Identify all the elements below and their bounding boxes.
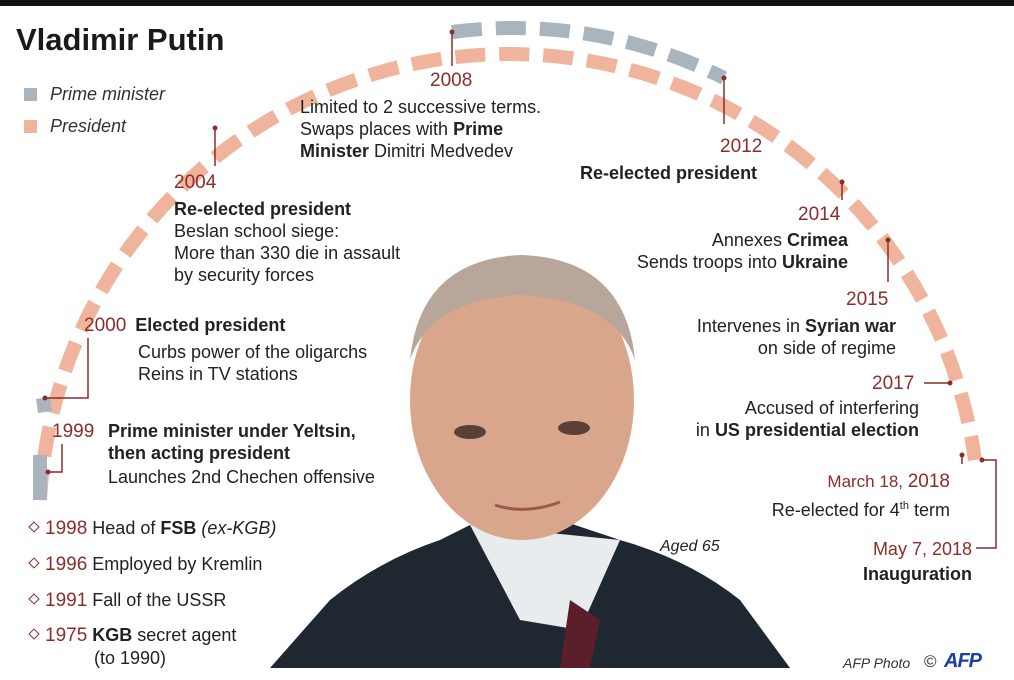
event-2014-year: 2014 bbox=[798, 204, 841, 225]
event-2008-line2a: Swaps places with bbox=[300, 119, 454, 139]
event-2017-year: 2017 bbox=[872, 373, 915, 394]
event-2012-year: 2012 bbox=[720, 136, 763, 157]
event-2015-line2: on side of regime bbox=[757, 338, 896, 358]
event-2015-text: Intervenes in Syrian war on side of regi… bbox=[697, 315, 896, 359]
event-2018-march-text: Re-elected for 4th term bbox=[772, 495, 950, 521]
event-2015-line1: Intervenes in Syrian war bbox=[697, 315, 896, 337]
event-2014-line1a: Annexes bbox=[711, 230, 787, 250]
event-2017-text: Accused of interfering in US presidentia… bbox=[696, 397, 919, 441]
early-item-1996: 1996 Employed by Kremlin bbox=[28, 553, 262, 576]
event-2018-march-line1end: term bbox=[908, 500, 950, 520]
event-2008-text: Limited to 2 successive terms. Swaps pla… bbox=[300, 96, 541, 162]
arc-pm-2000 bbox=[36, 397, 52, 413]
early-1998-text-c: (ex-KGB) bbox=[196, 518, 277, 538]
event-1999-line1: Prime minister under Yeltsin, bbox=[108, 421, 356, 441]
early-1975-text-a: secret agent bbox=[132, 625, 237, 645]
event-2008-line3a: Minister bbox=[300, 141, 370, 161]
early-1975-year: 1975 bbox=[45, 625, 88, 646]
event-2000-line1: Curbs power of the oligarchs bbox=[138, 342, 368, 362]
event-2008-line2b: Prime bbox=[453, 119, 504, 139]
event-2012-headline: Re-elected president bbox=[580, 163, 758, 183]
portrait-photo bbox=[270, 255, 790, 668]
copyright-symbol: © bbox=[924, 652, 937, 671]
event-2000-text: Curbs power of the oligarchs Reins in TV… bbox=[138, 341, 367, 385]
event-2000-heading: 2000 Elected president bbox=[84, 314, 285, 337]
event-2017-line2a: in bbox=[695, 420, 715, 440]
event-2000-line2: Reins in TV stations bbox=[138, 364, 298, 384]
legend-label-pm: Prime minister bbox=[50, 84, 166, 104]
legend-swatch-pm bbox=[24, 88, 37, 101]
event-2017-line2: in US presidential election bbox=[696, 419, 919, 441]
event-2004-text: Re-elected president Beslan school siege… bbox=[174, 198, 400, 286]
event-2000-year: 2000 bbox=[84, 315, 127, 336]
early-1996-text: Employed by Kremlin bbox=[92, 554, 263, 574]
diamond-icon bbox=[28, 628, 40, 640]
event-1999-line2: then acting president bbox=[108, 443, 291, 463]
event-2008-line3: Minister Dimitri Medvedev bbox=[300, 140, 541, 162]
event-2014-text: Annexes Crimea Sends troops into Ukraine bbox=[637, 229, 848, 273]
event-2008-line2: Swaps places with Prime bbox=[300, 118, 541, 140]
event-1999-line3: Launches 2nd Chechen offensive bbox=[108, 467, 375, 487]
event-2015-year: 2015 bbox=[846, 289, 889, 310]
early-1998-text-a: Head of bbox=[92, 518, 161, 538]
early-1998-text-b: FSB bbox=[160, 518, 197, 538]
diamond-icon bbox=[28, 521, 40, 533]
event-2017-line1: Accused of interfering bbox=[744, 398, 919, 418]
event-2018-march-prefix: March 18, bbox=[827, 472, 908, 491]
early-item-1998: 1998 Head of FSB (ex-KGB) bbox=[28, 517, 276, 540]
event-2014-line2b: Ukraine bbox=[781, 252, 848, 272]
event-2008-year: 2008 bbox=[430, 70, 473, 91]
connector-dots bbox=[42, 29, 985, 475]
early-1991-text: Fall of the USSR bbox=[92, 590, 227, 610]
event-2008-line1: Limited to 2 successive terms. bbox=[300, 97, 542, 117]
diamond-icon bbox=[28, 593, 40, 605]
afp-logo: AFP bbox=[944, 650, 982, 672]
legend-swatch-president bbox=[24, 120, 37, 133]
event-2015-line1a: Intervenes in bbox=[696, 316, 805, 336]
event-2014-line1b: Crimea bbox=[786, 230, 848, 250]
diamond-icon bbox=[28, 557, 40, 569]
event-2014-line2a: Sends troops into bbox=[636, 252, 782, 272]
event-2018-march: March 18, 2018 bbox=[827, 471, 950, 493]
age-label: Aged 65 bbox=[660, 538, 720, 555]
early-1975-text-b: KGB bbox=[92, 625, 133, 645]
early-1991-year: 1991 bbox=[45, 590, 88, 611]
event-2018-may-headline: Inauguration bbox=[863, 564, 972, 584]
event-2004-line1: Beslan school siege: bbox=[174, 221, 340, 241]
event-2018-march-sup: th bbox=[899, 500, 909, 512]
event-2004-line2: More than 330 die in assault bbox=[174, 243, 401, 263]
event-1999-year: 1999 bbox=[52, 421, 95, 442]
event-2018-march-line1: Re-elected for 4 bbox=[771, 500, 900, 520]
top-border bbox=[0, 0, 1014, 6]
event-2004-headline: Re-elected president bbox=[174, 199, 352, 219]
early-item-1991: 1991 Fall of the USSR bbox=[28, 589, 226, 612]
event-2018-may-date: May 7, 2018 bbox=[872, 539, 972, 559]
event-2014-line2: Sends troops into Ukraine bbox=[637, 251, 848, 273]
early-1975-line2: (to 1990) bbox=[94, 648, 167, 668]
arc-pm-2008 bbox=[451, 21, 728, 85]
page-title: Vladimir Putin bbox=[16, 22, 225, 57]
photo-credit: AFP Photo bbox=[843, 655, 911, 671]
early-1996-year: 1996 bbox=[45, 554, 88, 575]
event-2015-line1b: Syrian war bbox=[804, 316, 896, 336]
event-2018-march-year: 2018 bbox=[907, 471, 950, 492]
event-2004-line3: by security forces bbox=[174, 265, 315, 285]
early-1998-year: 1998 bbox=[45, 518, 88, 539]
early-item-1975: 1975 KGB secret agent (to 1990) bbox=[28, 624, 236, 669]
event-2017-line2b: US presidential election bbox=[714, 420, 919, 440]
event-2004-year: 2004 bbox=[174, 172, 217, 193]
arc-president bbox=[33, 47, 982, 501]
legend-label-president: President bbox=[50, 116, 127, 136]
event-2008-line3b: Dimitri Medvedev bbox=[369, 141, 514, 161]
event-1999-text: Prime minister under Yeltsin, then actin… bbox=[108, 420, 375, 488]
event-2000-headline: Elected president bbox=[135, 315, 286, 335]
event-2014-line1: Annexes Crimea bbox=[637, 229, 848, 251]
